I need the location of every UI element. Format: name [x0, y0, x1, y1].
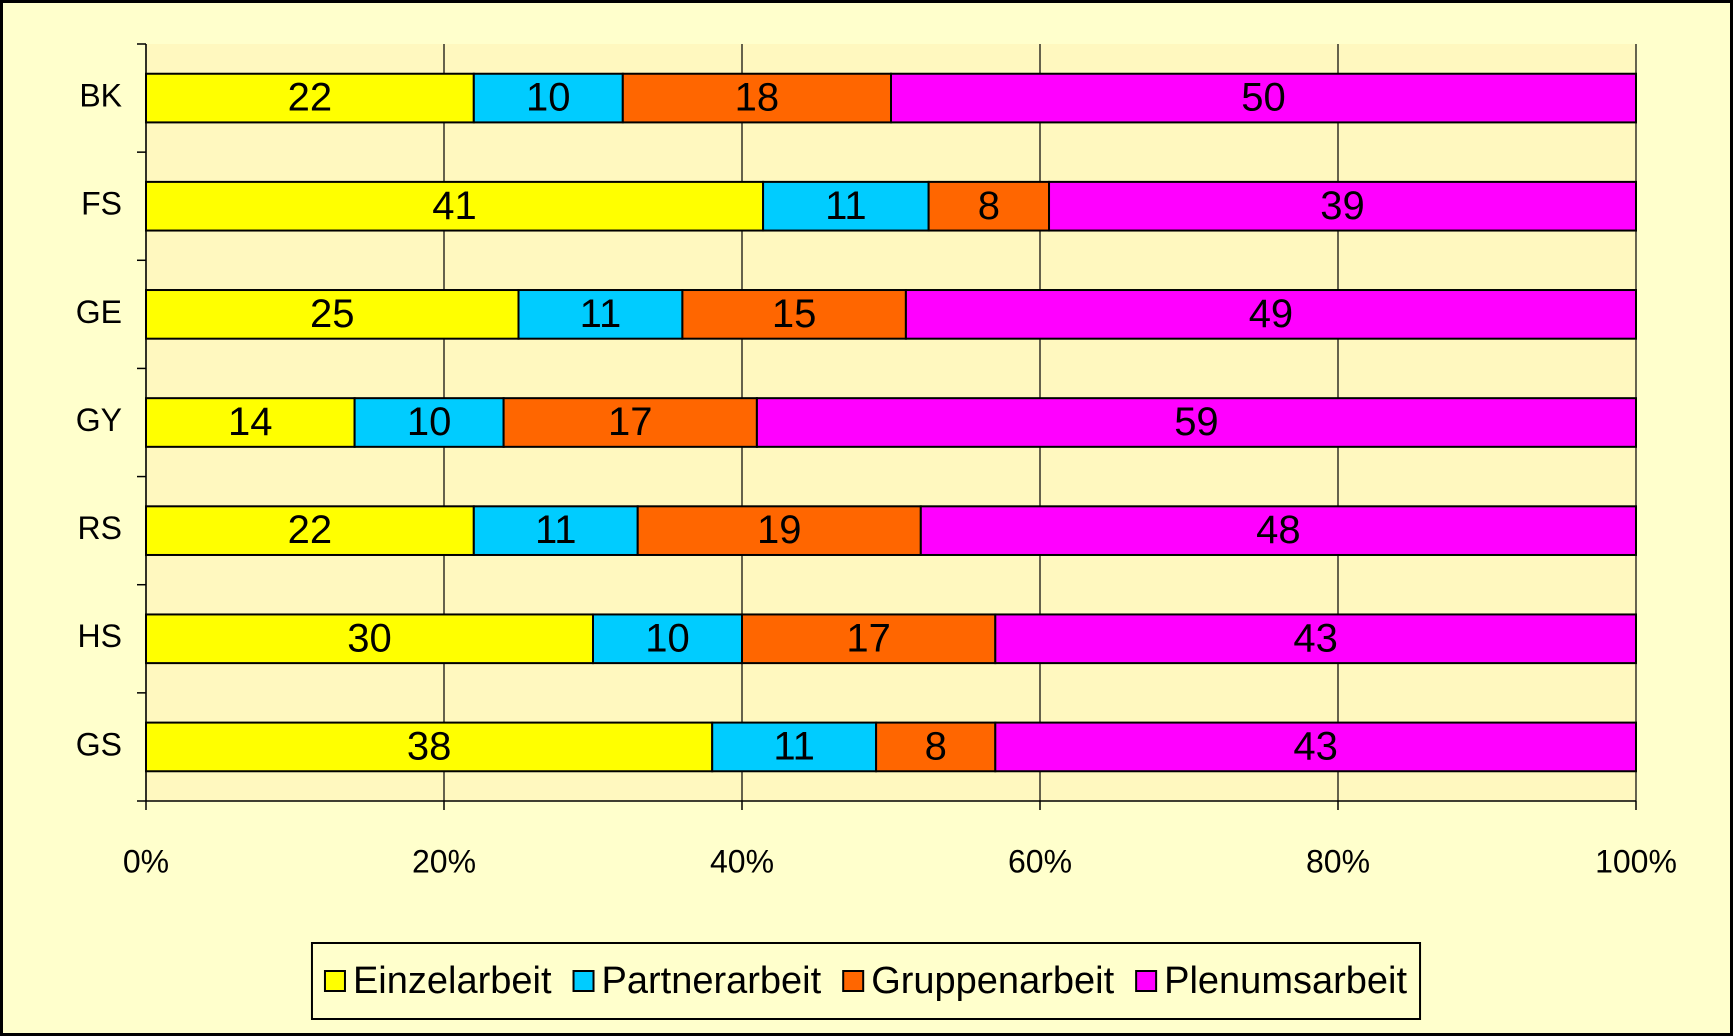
value-label: 11 — [825, 184, 867, 228]
value-label: 25 — [310, 292, 355, 336]
value-label: 30 — [347, 616, 392, 660]
value-label: 59 — [1174, 400, 1219, 444]
y-tick-label: HS — [78, 618, 122, 654]
value-label: 17 — [846, 616, 891, 660]
legend-label: Partnerarbeit — [602, 960, 822, 1002]
value-label: 38 — [407, 724, 452, 768]
legend-swatch — [842, 970, 865, 992]
bar-segment — [472, 72, 624, 124]
x-tick-label: 20% — [412, 843, 476, 879]
value-label: 10 — [645, 616, 690, 660]
value-label: 8 — [978, 184, 1000, 228]
value-label: 11 — [580, 292, 622, 336]
bar-segment — [762, 180, 930, 232]
bar-segment — [145, 721, 714, 773]
legend-label: Einzelarbeit — [353, 960, 552, 1002]
bar-segment — [875, 721, 997, 773]
value-label: 8 — [925, 724, 947, 768]
y-tick-label: BK — [79, 78, 122, 114]
bar-segment — [919, 505, 1637, 556]
bar-segment — [927, 180, 1051, 232]
bar-segment — [994, 613, 1637, 665]
value-label: 43 — [1293, 724, 1338, 768]
legend-box — [310, 942, 1422, 1020]
bar-segment — [145, 72, 475, 124]
x-tick-label: 100% — [1595, 843, 1677, 879]
value-label: 18 — [735, 76, 780, 120]
value-label: 39 — [1320, 184, 1365, 228]
y-tick-label: GY — [76, 402, 122, 438]
value-label: 22 — [288, 508, 333, 552]
legend-label: Gruppenarbeit — [871, 960, 1114, 1002]
legend-swatch — [572, 970, 595, 992]
bar-segment — [994, 721, 1637, 773]
y-tick-label: RS — [78, 510, 122, 546]
bar-segment — [145, 289, 520, 340]
x-tick-label: 40% — [710, 843, 774, 879]
bar-segment — [592, 613, 743, 665]
legend-label: Plenumsarbeit — [1164, 960, 1407, 1002]
value-label: 17 — [608, 400, 653, 444]
value-label: 10 — [407, 400, 452, 444]
bar-segment — [711, 721, 878, 773]
value-label: 50 — [1241, 76, 1286, 120]
x-tick-label: 80% — [1306, 843, 1370, 879]
x-tick-label: 0% — [123, 843, 169, 879]
bar-segment — [741, 613, 997, 665]
bar-segment — [517, 289, 684, 340]
bar-segment — [755, 397, 1637, 448]
bar-segment — [472, 505, 639, 556]
bar-segment — [621, 72, 892, 124]
value-label: 11 — [773, 724, 815, 768]
value-label: 41 — [432, 184, 477, 228]
value-label: 22 — [288, 76, 333, 120]
legend-swatch — [323, 970, 346, 992]
value-label: 14 — [228, 400, 273, 444]
bar-segment — [1048, 180, 1637, 232]
x-tick-label: 60% — [1008, 843, 1072, 879]
value-label: 11 — [535, 508, 577, 552]
y-tick-label: GE — [76, 294, 122, 330]
bar-segment — [681, 289, 907, 340]
value-label: 15 — [772, 292, 817, 336]
bar-segment — [353, 397, 505, 448]
bar-segment — [145, 397, 356, 448]
y-tick-label: FS — [81, 186, 122, 222]
value-label: 10 — [526, 76, 571, 120]
bar-segment — [145, 180, 765, 232]
value-label: 19 — [757, 508, 802, 552]
value-label: 49 — [1249, 292, 1294, 336]
y-tick-label: GS — [76, 726, 122, 762]
value-label: 48 — [1256, 508, 1301, 552]
legend-swatch — [1135, 970, 1158, 992]
bar-segment — [904, 289, 1637, 340]
bar-segment — [145, 505, 475, 556]
value-label: 43 — [1293, 616, 1338, 660]
bar-segment — [890, 72, 1637, 124]
